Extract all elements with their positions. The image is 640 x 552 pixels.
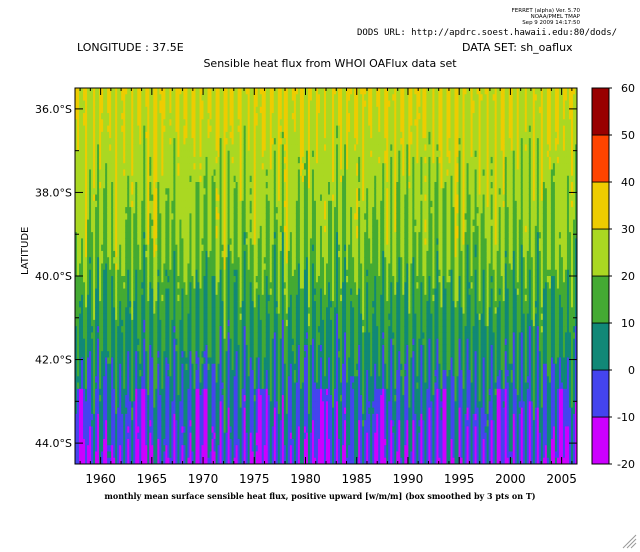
x-tick-label: 1975 xyxy=(239,472,270,486)
y-tick-label: 44.0°S xyxy=(35,437,72,450)
x-tick-label: 1965 xyxy=(137,472,168,486)
colorbar-swatch xyxy=(591,134,610,183)
plot-datetime: Sep 9 2009 14:17:50 xyxy=(522,20,580,26)
longitude-label: LONGITUDE : 37.5E xyxy=(77,41,184,54)
dods-url: DODS URL: http://apdrc.soest.hawaii.edu:… xyxy=(357,28,618,38)
colorbar-swatch xyxy=(591,322,610,371)
colorbar-label: 50 xyxy=(621,129,635,142)
colorbar-swatch xyxy=(591,416,610,465)
organization: NOAA/PMEL TMAP xyxy=(530,14,580,20)
colorbar-label: 20 xyxy=(621,270,635,283)
x-tick-label: 1985 xyxy=(341,472,372,486)
colorbar-label: -20 xyxy=(617,458,635,471)
colorbar-label: 60 xyxy=(621,82,635,95)
chart-title: Sensible heat flux from WHOI OAFlux data… xyxy=(203,57,457,70)
colorbar-label: 30 xyxy=(621,223,635,236)
heatmap-cells xyxy=(75,88,578,465)
resize-grip-icon[interactable] xyxy=(621,533,637,549)
x-tick-label: 1990 xyxy=(393,472,424,486)
colorbar-swatch xyxy=(591,181,610,230)
software-version: FERRET (alpha) Ver. 5.70 xyxy=(511,8,580,14)
x-tick-label: 1960 xyxy=(85,472,116,486)
colorbar-swatch xyxy=(591,87,610,136)
y-tick-label: 36.0°S xyxy=(35,103,72,116)
x-axis-label: monthly mean surface sensible heat flux,… xyxy=(104,491,536,501)
y-tick-label: 38.0°S xyxy=(35,186,72,199)
x-tick-label: 1980 xyxy=(290,472,321,486)
colorbar-label: -10 xyxy=(617,411,635,424)
colorbar-label: 10 xyxy=(621,317,635,330)
x-tick-label: 2005 xyxy=(546,472,577,486)
x-tick-label: 1995 xyxy=(444,472,475,486)
colorbar-label: 40 xyxy=(621,176,635,189)
y-tick-label: 40.0°S xyxy=(35,270,72,283)
colorbar-swatch xyxy=(591,369,610,418)
dataset-label: DATA SET: sh_oaflux xyxy=(462,41,573,54)
x-tick-label: 1970 xyxy=(188,472,219,486)
colorbar-swatch xyxy=(591,275,610,324)
y-tick-label: 42.0°S xyxy=(35,354,72,367)
x-tick-label: 2000 xyxy=(495,472,526,486)
colorbar-swatch xyxy=(591,228,610,277)
colorbar-label: 0 xyxy=(628,364,635,377)
